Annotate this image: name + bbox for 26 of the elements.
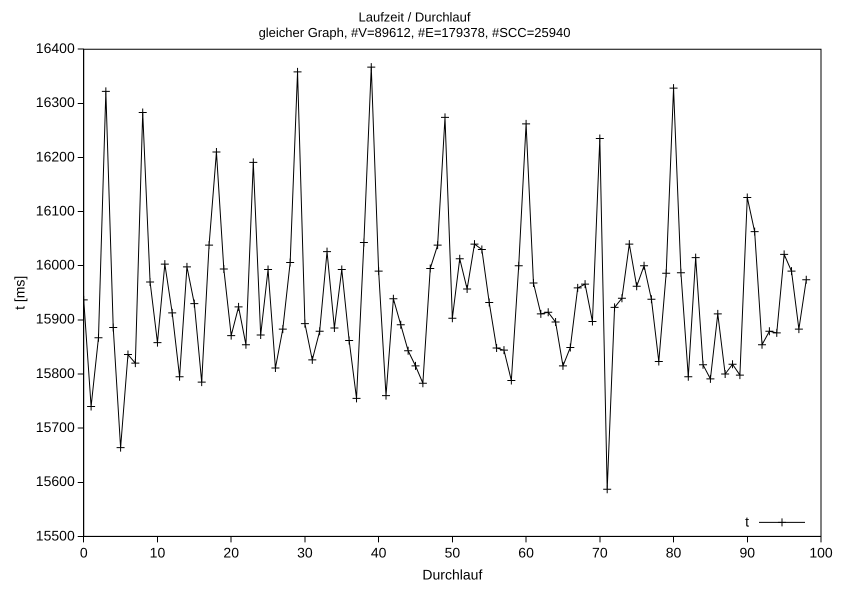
x-tick-label: 70 bbox=[592, 544, 608, 561]
y-tick-label: 15900 bbox=[36, 310, 75, 327]
chart-title: Laufzeit / Durchlauf bbox=[358, 9, 471, 24]
y-tick-label: 15500 bbox=[36, 527, 75, 544]
x-tick-label: 50 bbox=[444, 544, 460, 561]
x-tick-label: 10 bbox=[150, 544, 166, 561]
y-tick-label: 16200 bbox=[36, 148, 75, 164]
x-tick-label: 80 bbox=[666, 544, 682, 561]
x-tick-label: 30 bbox=[297, 544, 313, 561]
y-tick-label: 16000 bbox=[36, 256, 75, 273]
y-tick-label: 16400 bbox=[36, 40, 75, 56]
x-tick-label: 100 bbox=[809, 544, 833, 561]
chart-subtitle: gleicher Graph, #V=89612, #E=179378, #SCC=25940 bbox=[258, 24, 570, 40]
y-tick-label: 16300 bbox=[36, 94, 75, 110]
x-axis-title: Durchlauf bbox=[422, 566, 482, 582]
x-tick-label: 20 bbox=[223, 544, 240, 561]
x-tick-label: 90 bbox=[739, 544, 756, 561]
legend-label: t bbox=[745, 513, 750, 530]
y-tick-label: 16100 bbox=[36, 202, 75, 218]
x-tick-label: 60 bbox=[518, 544, 534, 561]
y-axis-title: t [ms] bbox=[11, 276, 28, 310]
x-tick-label: 0 bbox=[80, 544, 88, 561]
x-tick-label: 40 bbox=[370, 544, 387, 561]
y-tick-label: 15700 bbox=[36, 418, 75, 435]
y-tick-label: 15600 bbox=[36, 473, 75, 490]
y-tick-label: 15800 bbox=[36, 364, 75, 381]
